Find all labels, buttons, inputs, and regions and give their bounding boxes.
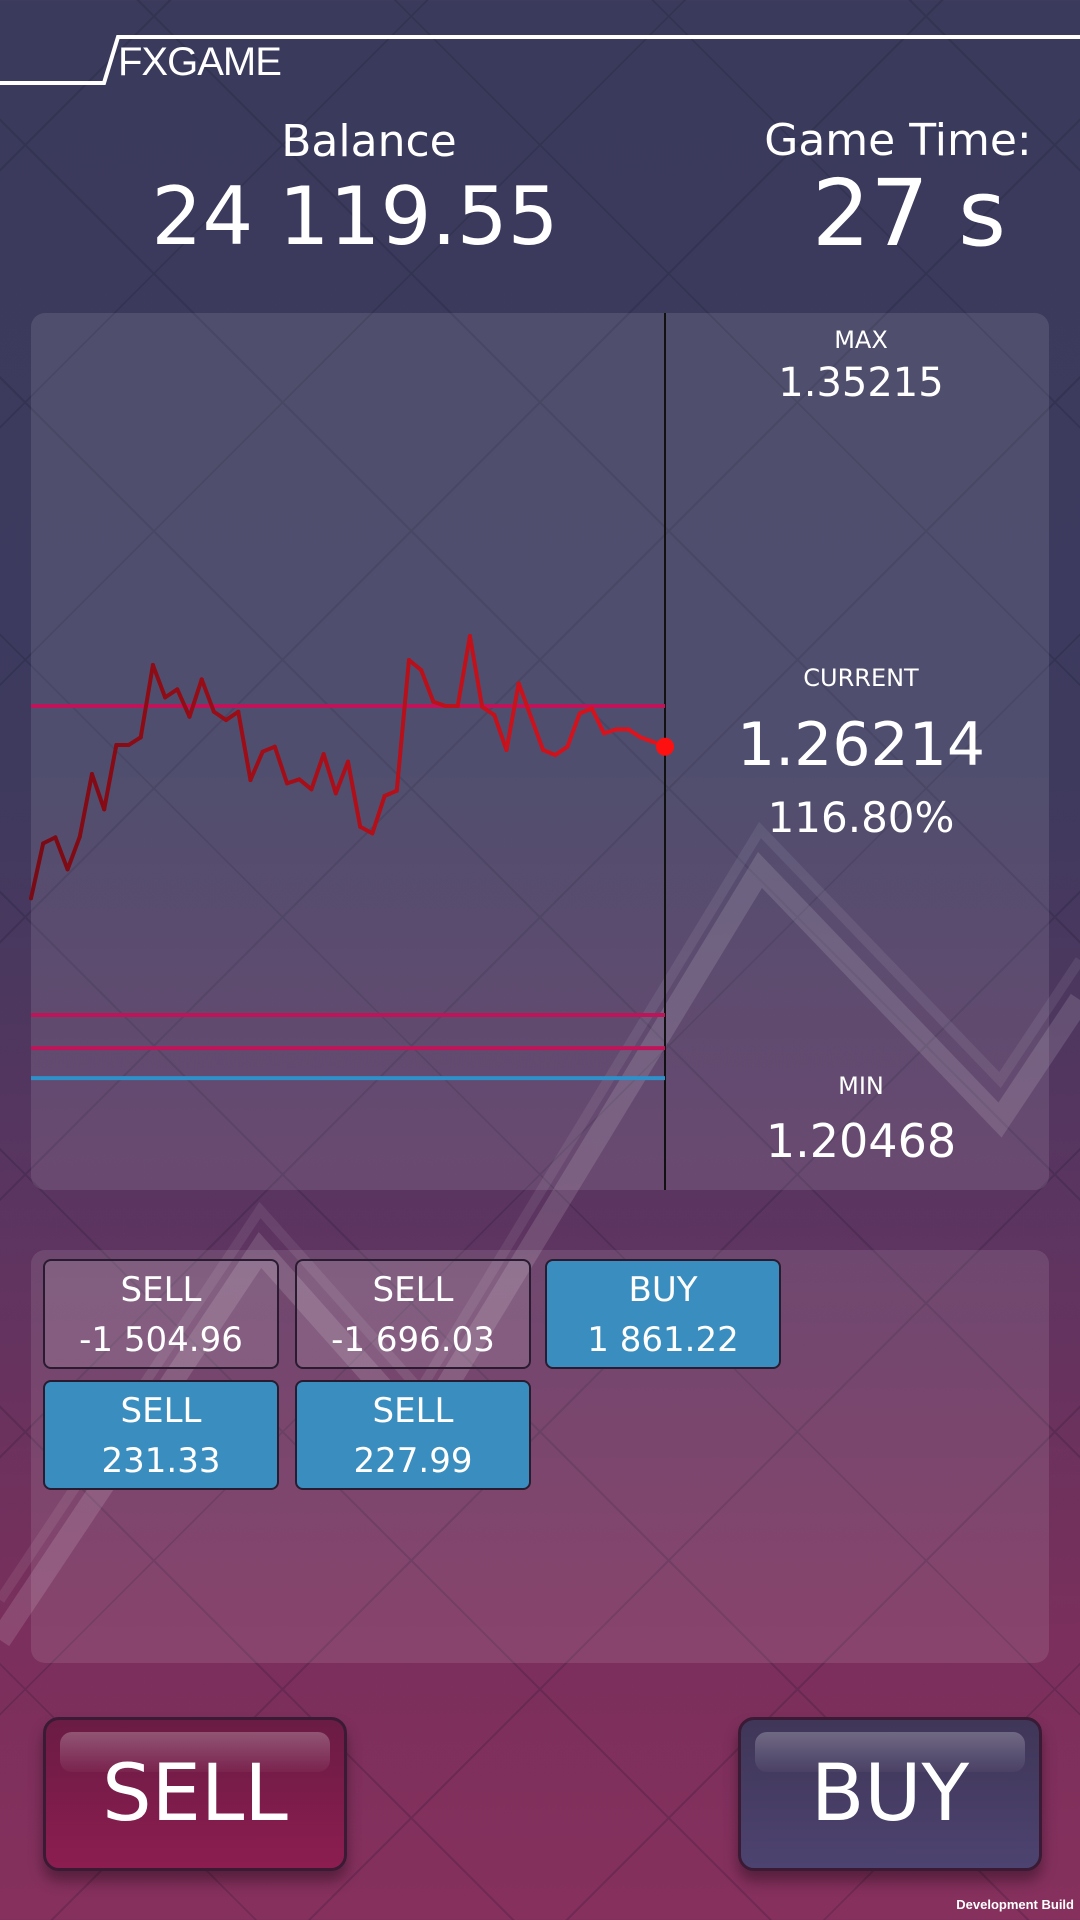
current-label: CURRENT: [803, 664, 919, 692]
app-logo: FXGAME: [118, 40, 282, 84]
price-line-segment: [187, 677, 204, 719]
price-line-segment: [53, 835, 70, 872]
price-line-segment: [297, 777, 314, 792]
price-line-segment: [248, 749, 265, 783]
order-sell-button[interactable]: SELL 227.99: [295, 1380, 531, 1490]
price-line-segment: [285, 777, 302, 786]
current-value: 1.26214: [736, 710, 986, 780]
price-line-segment: [589, 706, 607, 736]
price-line-segment: [626, 727, 643, 740]
price-line-segment: [565, 711, 582, 749]
price-line-segment: [553, 744, 570, 758]
price-line-segment: [41, 835, 58, 846]
price-line-segment: [309, 752, 326, 792]
price-line-segment: [126, 735, 143, 748]
price-line-segment: [467, 634, 485, 709]
order-profit: -1 504.96: [79, 1320, 243, 1360]
price-line-segment: [102, 743, 119, 812]
price-line-segment: [65, 834, 82, 872]
price-line-segment: [492, 713, 509, 753]
min-label: MIN: [838, 1072, 884, 1100]
price-line-segment: [199, 677, 216, 714]
price-line-segment: [370, 794, 387, 836]
order-sell-button[interactable]: SELL 231.33: [43, 1380, 279, 1490]
order-profit: -1 696.03: [331, 1320, 495, 1360]
order-side: BUY: [628, 1270, 698, 1310]
price-line-segment: [150, 663, 168, 700]
game-time-value: 27 s: [811, 160, 1007, 267]
order-profit: 1 861.22: [587, 1320, 739, 1360]
price-line-segment: [382, 788, 399, 799]
price-chart: [29, 313, 674, 1190]
order-side: SELL: [120, 1391, 202, 1431]
price-line-segment: [346, 759, 363, 829]
price-line-segment: [528, 714, 546, 753]
order-sell-button[interactable]: SELL -1 504.96: [43, 1259, 279, 1369]
price-line-segment: [321, 752, 338, 796]
price-line-segment: [577, 706, 594, 716]
price-line-segment: [638, 735, 655, 744]
sell-button[interactable]: SELL: [43, 1717, 347, 1871]
price-line-segment: [431, 699, 448, 709]
price-line-segment: [358, 824, 375, 836]
price-line-segment: [419, 668, 436, 704]
price-line-segment: [163, 687, 180, 700]
order-side: SELL: [372, 1391, 454, 1431]
order-profit: 227.99: [353, 1441, 473, 1481]
chart-panel: [31, 313, 1049, 1190]
price-line-segment: [236, 709, 253, 783]
development-build-label: Development Build: [956, 1897, 1074, 1912]
price-line-segment: [602, 727, 619, 736]
price-line-segment: [260, 744, 277, 754]
price-line-segment: [516, 681, 533, 719]
price-line-segment: [77, 772, 94, 839]
logo-frame-line: [0, 35, 1080, 85]
price-line-segment: [333, 759, 350, 796]
sell-button-label: SELL: [102, 1749, 288, 1839]
max-value: 1.35215: [778, 360, 944, 406]
current-price-dot: [656, 737, 674, 756]
price-line-segment: [455, 634, 472, 709]
balance-value: 24 119.55: [151, 170, 559, 263]
order-side: SELL: [120, 1270, 202, 1310]
buy-button[interactable]: BUY: [738, 1717, 1042, 1871]
order-profit: 231.33: [101, 1441, 221, 1481]
order-side: SELL: [372, 1270, 454, 1310]
current-percent: 116.80%: [767, 793, 955, 842]
price-line-segment: [406, 658, 424, 673]
price-line-segment: [175, 687, 192, 719]
price-line-segment: [89, 772, 107, 812]
price-line-segment: [224, 709, 241, 723]
order-buy-button[interactable]: BUY 1 861.22: [545, 1259, 781, 1369]
min-value: 1.20468: [765, 1114, 957, 1168]
price-line-segment: [29, 841, 46, 901]
price-line-segment: [504, 681, 521, 753]
buy-button-label: BUY: [810, 1749, 970, 1839]
game-time-label: Game Time:: [764, 115, 1032, 166]
price-line-segment: [211, 709, 229, 723]
max-label: MAX: [834, 326, 888, 354]
order-sell-button[interactable]: SELL -1 696.03: [295, 1259, 531, 1369]
price-line-segment: [394, 658, 411, 793]
balance-label: Balance: [281, 116, 457, 167]
price-line-segment: [541, 748, 558, 758]
price-line-segment: [138, 663, 155, 740]
price-line-segment: [480, 704, 497, 718]
price-line-segment: [272, 744, 290, 786]
